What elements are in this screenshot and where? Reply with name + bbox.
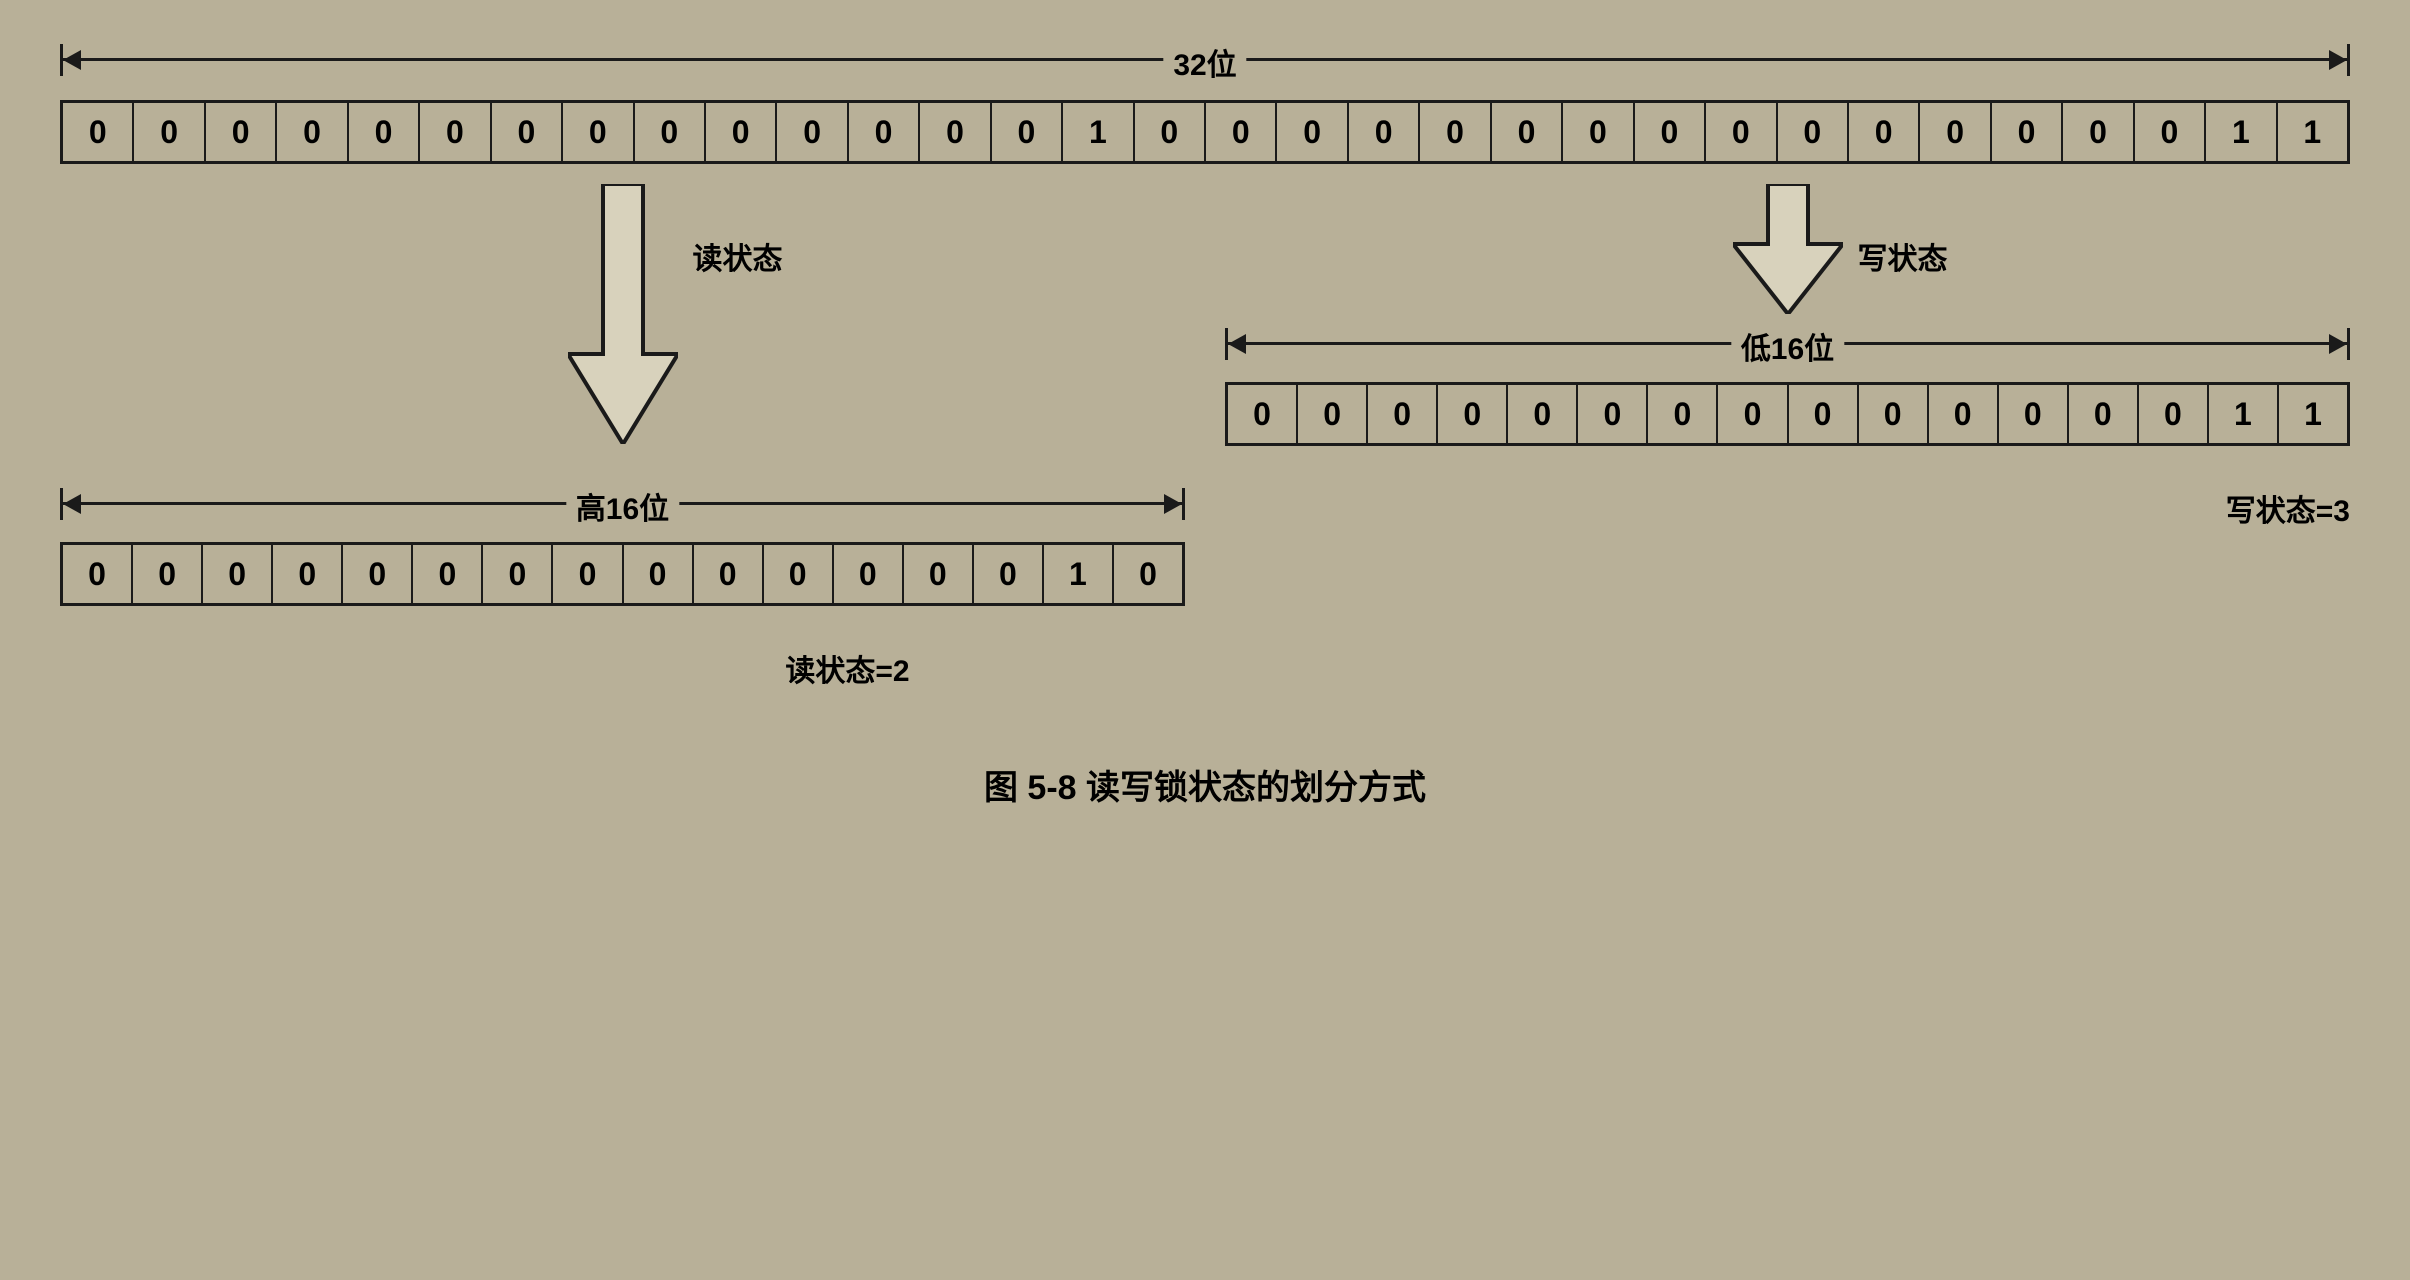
bit-cell: 0 [273, 545, 343, 603]
bit-cell: 0 [777, 103, 848, 161]
bit-cell: 0 [764, 545, 834, 603]
bit-cell: 1 [1044, 545, 1114, 603]
bit-cell: 0 [1114, 545, 1182, 603]
bit-cell: 0 [2135, 103, 2206, 161]
bit-cell: 0 [974, 545, 1044, 603]
bit-cell: 0 [553, 545, 623, 603]
bit-cell: 0 [206, 103, 277, 161]
bit-cell: 0 [1277, 103, 1348, 161]
bit-cell: 0 [2069, 385, 2139, 443]
bit-cell: 0 [492, 103, 563, 161]
bit-cell: 0 [1578, 385, 1648, 443]
dim-cap-right [2347, 328, 2350, 360]
dim-cap-right [1182, 488, 1185, 520]
dim-arrow-right-icon [2329, 50, 2347, 70]
bit-cell: 0 [1718, 385, 1788, 443]
bit-cell: 1 [2209, 385, 2279, 443]
top-dimension: 32位 [60, 40, 2350, 90]
dim-arrow-right-icon [2329, 334, 2347, 354]
bit-cell: 0 [849, 103, 920, 161]
read-arrow-label: 读状态 [693, 234, 783, 278]
bit-cell: 0 [635, 103, 706, 161]
bit-cell: 0 [1648, 385, 1718, 443]
bit-cell: 0 [420, 103, 491, 161]
down-arrow-read-icon [568, 184, 678, 444]
write-dim-label: 低16位 [1731, 324, 1844, 368]
bit-cell: 0 [1438, 385, 1508, 443]
read-result: 读状态=2 [510, 646, 1185, 690]
bit-cell: 0 [563, 103, 634, 161]
bit-cell: 0 [1635, 103, 1706, 161]
bit-cell: 0 [1920, 103, 1991, 161]
bit-cell: 0 [343, 545, 413, 603]
bit-cell: 0 [1228, 385, 1298, 443]
bit-cell: 0 [1492, 103, 1563, 161]
read-dim-label: 高16位 [566, 484, 679, 528]
bit-cell: 0 [413, 545, 483, 603]
bit-cell: 0 [1298, 385, 1368, 443]
bit-cell: 0 [1706, 103, 1777, 161]
bit-cell: 0 [1849, 103, 1920, 161]
bit-cell: 0 [1789, 385, 1859, 443]
bitrow-high16: 0000000000000010 [60, 542, 1185, 606]
bit-cell: 0 [694, 545, 764, 603]
bit-cell: 0 [134, 103, 205, 161]
bit-cell: 0 [1999, 385, 2069, 443]
bit-cell: 0 [1929, 385, 1999, 443]
bit-cell: 0 [1778, 103, 1849, 161]
bit-cell: 0 [1859, 385, 1929, 443]
bit-cell: 0 [1420, 103, 1491, 161]
bit-cell: 0 [203, 545, 273, 603]
bit-cell: 0 [2063, 103, 2134, 161]
bit-cell: 0 [1368, 385, 1438, 443]
bit-cell: 0 [133, 545, 203, 603]
bit-cell: 0 [1135, 103, 1206, 161]
read-dimension: 高16位 [60, 484, 1185, 534]
bit-cell: 0 [1206, 103, 1277, 161]
write-result: 写状态=3 [1225, 486, 2350, 530]
bit-cell: 1 [2278, 103, 2347, 161]
bit-cell: 0 [1508, 385, 1578, 443]
rwlock-state-diagram: 32位 00000000000000100000000000000011 读状态… [60, 40, 2350, 809]
bit-cell: 0 [1349, 103, 1420, 161]
bit-cell: 0 [920, 103, 991, 161]
bit-cell: 0 [834, 545, 904, 603]
bit-cell: 0 [1563, 103, 1634, 161]
dim-arrow-right-icon [1164, 494, 1182, 514]
bit-cell: 1 [2279, 385, 2347, 443]
write-arrow-label: 写状态 [1858, 234, 1948, 278]
bit-cell: 0 [63, 545, 133, 603]
bit-cell: 1 [2206, 103, 2277, 161]
bit-cell: 0 [624, 545, 694, 603]
bit-cell: 0 [904, 545, 974, 603]
bit-cell: 0 [706, 103, 777, 161]
dim-cap-right [2347, 44, 2350, 76]
bitrow-32: 00000000000000100000000000000011 [60, 100, 2350, 164]
bit-cell: 0 [1992, 103, 2063, 161]
bit-cell: 1 [1063, 103, 1134, 161]
down-arrow-write-icon [1733, 184, 1843, 314]
write-dimension: 低16位 [1225, 324, 2350, 374]
top-dim-label: 32位 [1163, 40, 1246, 84]
bit-cell: 0 [992, 103, 1063, 161]
figure-caption: 图 5-8 读写锁状态的划分方式 [60, 760, 2350, 809]
write-column: 写状态 低16位 0000000000000011 写状态=3 [1225, 184, 2350, 690]
bit-cell: 0 [63, 103, 134, 161]
bitrow-low16: 0000000000000011 [1225, 382, 2350, 446]
bit-cell: 0 [349, 103, 420, 161]
bit-cell: 0 [2139, 385, 2209, 443]
bit-cell: 0 [483, 545, 553, 603]
bit-cell: 0 [277, 103, 348, 161]
read-column: 读状态 高16位 0000000000000010 读状态=2 [60, 184, 1185, 690]
